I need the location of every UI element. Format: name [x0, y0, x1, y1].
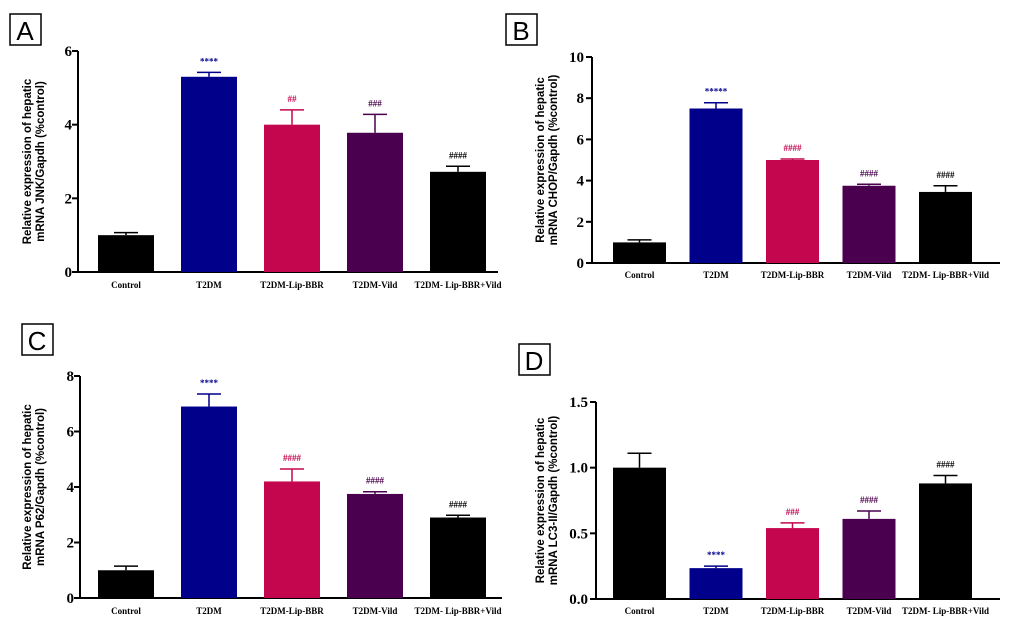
x-category-label: T2DM-Vild	[847, 270, 892, 280]
x-category-label: T2DM-Lip-BBR	[761, 270, 825, 280]
significance-label: ####	[937, 460, 956, 470]
significance-label: ###	[786, 507, 800, 517]
significance-label: ****	[200, 378, 219, 388]
y-tick-label: 0.5	[569, 526, 588, 542]
y-axis-label-line2: mRNA LC3-II/Gapdh (%control)	[548, 416, 560, 586]
bar	[430, 171, 486, 272]
panel-c: C Relative expression of hepatic mRNA P62/…	[21, 323, 502, 616]
bar	[264, 481, 320, 598]
x-category-label: T2DM- Lip-BBR+Vild	[902, 606, 989, 616]
y-tick-label: 8	[577, 91, 585, 107]
x-category-label: Control	[111, 606, 141, 616]
significance-label: ####	[937, 170, 956, 180]
x-category-label: T2DM	[196, 280, 222, 290]
y-tick-label: 0	[67, 591, 75, 607]
significance-label: ####	[366, 476, 385, 486]
y-tick-label: 4	[67, 480, 75, 496]
panel-letter: D	[525, 346, 544, 376]
bar	[842, 518, 896, 599]
y-axis-label-line1: Relative expression of hepatic	[535, 417, 547, 583]
y-tick-label: 6	[577, 132, 585, 148]
x-category-label: T2DM	[703, 606, 729, 616]
y-tick-label: 0	[577, 256, 585, 272]
bar	[264, 124, 320, 273]
significance-label: ##	[288, 94, 298, 104]
panel-letter-box	[505, 13, 538, 46]
x-category-label: T2DM	[703, 270, 729, 280]
bar	[347, 493, 403, 598]
x-category-label: T2DM- Lip-BBR+Vild	[414, 280, 501, 290]
x-category-label: T2DM-Lip-BBR	[260, 606, 324, 616]
y-tick-label: 8	[67, 369, 75, 385]
y-tick-label: 4	[65, 118, 73, 134]
y-tick-label: 1.0	[569, 461, 588, 477]
y-tick-label: 10	[569, 50, 584, 66]
y-axis-label-line1: Relative expression of hepatic	[535, 77, 547, 243]
panel-letter-box	[518, 343, 551, 376]
bar	[766, 528, 819, 599]
x-category-label: Control	[625, 606, 655, 616]
y-tick-label: 0	[65, 265, 73, 281]
panel-letter: A	[16, 16, 34, 46]
bar	[842, 185, 896, 263]
x-category-label: T2DM-Lip-BBR	[260, 280, 324, 290]
panel-letter: B	[512, 16, 529, 46]
bar	[347, 132, 403, 272]
y-axis-label-line2: mRNA JNK/Gapdh (%control)	[35, 81, 47, 242]
x-category-label: T2DM-Vild	[353, 606, 398, 616]
x-category-label: T2DM-Lip-BBR	[761, 606, 825, 616]
bar	[98, 235, 154, 272]
y-axis-label-line1: Relative expression of hepatic	[22, 404, 34, 570]
y-tick-label: 6	[67, 425, 75, 441]
x-category-label: T2DM	[196, 606, 222, 616]
bar	[430, 517, 486, 598]
bar	[689, 108, 743, 263]
y-tick-label: 0.0	[569, 592, 588, 608]
significance-label: ####	[784, 143, 803, 153]
y-tick-label: 6	[65, 44, 73, 60]
significance-label: ###	[368, 98, 382, 108]
panel-b: B Relative expression of hepatic mRNA CHOP…	[505, 13, 1000, 280]
significance-label: ####	[860, 495, 879, 505]
significance-label: ****	[200, 56, 219, 66]
significance-label: ****	[707, 550, 726, 560]
bar	[98, 570, 154, 598]
x-category-label: Control	[111, 280, 141, 290]
panel-letter-box	[9, 13, 42, 46]
bar	[919, 483, 972, 599]
y-tick-label: 2	[65, 191, 73, 207]
y-axis-label-line1: Relative expression of hepatic	[22, 78, 34, 244]
x-category-label: T2DM-Vild	[353, 280, 398, 290]
bar	[613, 242, 666, 263]
y-tick-label: 2	[577, 215, 585, 231]
significance-label: *****	[705, 87, 728, 97]
y-axis-label-line2: mRNA CHOP/Gapdh (%control)	[548, 74, 560, 245]
y-tick-label: 4	[577, 174, 585, 190]
significance-label: ####	[860, 168, 879, 178]
bar	[689, 568, 743, 599]
bar	[181, 76, 237, 273]
panel-a: A Relative expression of hepatic mRNA JNK/…	[9, 13, 502, 290]
x-category-label: T2DM- Lip-BBR+Vild	[414, 606, 501, 616]
panel-letter-box	[21, 323, 54, 356]
bar	[766, 160, 819, 263]
significance-label: ####	[449, 150, 468, 160]
x-category-label: T2DM- Lip-BBR+Vild	[902, 270, 989, 280]
bar	[919, 191, 972, 263]
bar	[613, 467, 666, 599]
x-category-label: Control	[625, 270, 655, 280]
y-tick-label: 2	[67, 536, 75, 552]
x-category-label: T2DM-Vild	[847, 606, 892, 616]
bar	[181, 406, 237, 598]
y-tick-label: 1.5	[569, 395, 588, 411]
panel-letter: C	[28, 326, 47, 356]
y-axis-label-line2: mRNA P62/Gapdh (%control)	[35, 408, 47, 566]
panel-d: D Relative expression of hepatic mRNA LC3-…	[518, 343, 1000, 616]
significance-label: ####	[283, 453, 302, 463]
significance-label: ####	[449, 499, 468, 509]
